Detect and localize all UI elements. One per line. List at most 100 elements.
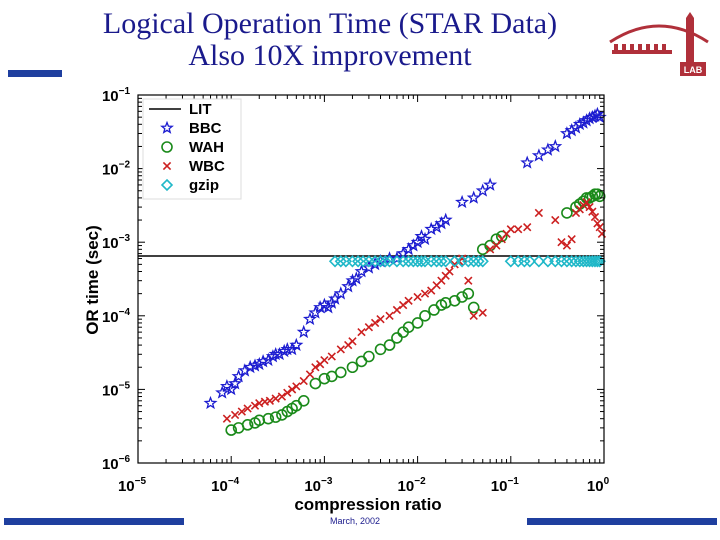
series-wbc-point [595, 223, 604, 232]
series-bbc-point [590, 106, 605, 121]
series-gzip-point [374, 255, 387, 268]
series-bbc-point [341, 279, 356, 293]
series-wah-point [456, 291, 468, 303]
series-gzip-point [583, 255, 596, 268]
series-wbc-point [250, 401, 260, 410]
legend-bbc-swatch [160, 120, 174, 134]
series-wah-point [355, 355, 368, 368]
series-gzip-point [351, 255, 365, 268]
series-wbc-point [445, 267, 454, 276]
series-bbc-point [429, 219, 444, 234]
series-wbc-point [562, 241, 572, 250]
series-gzip-point [532, 255, 545, 268]
series-gzip-point [368, 255, 382, 268]
series-gzip-point [425, 255, 438, 268]
series-wbc-point [413, 292, 422, 302]
series-wbc-point [582, 197, 591, 207]
series-bbc-point [349, 271, 364, 285]
series-wah-point [591, 188, 604, 200]
series-wah-point [383, 339, 396, 351]
series-gzip-point [415, 255, 428, 268]
legend-wah-swatch [161, 141, 173, 153]
series-wbc-point [590, 212, 600, 222]
series-bbc-point [520, 155, 535, 169]
x-tick-label: 10−3 [304, 476, 333, 495]
series-gzip-point [379, 255, 392, 268]
series-wah-point [484, 239, 496, 252]
series-wbc-point [398, 300, 408, 310]
series-bbc-point [256, 354, 271, 368]
y-axis-label: OR time (sec) [83, 225, 102, 335]
series-bbc-point [272, 346, 287, 361]
series-wah-point [561, 207, 573, 219]
series-bbc-point [559, 126, 574, 140]
series-wbc-point [320, 355, 329, 365]
series-gzip-point [523, 255, 536, 268]
y-tick-label: 10−3 [102, 233, 131, 252]
series-bbc-point [438, 212, 453, 227]
series-wbc-point [585, 202, 594, 212]
series-bbc-point [237, 363, 252, 377]
series-bbc-point [203, 395, 218, 410]
y-tick-label: 10−1 [102, 86, 131, 105]
lab-logo-icon: LAB [609, 12, 709, 76]
plot-frame [137, 94, 605, 464]
series-wbc-point [557, 238, 566, 247]
series-gzip-point [439, 255, 452, 268]
x-tick-label: 10−2 [398, 476, 427, 495]
series-gzip-point [518, 255, 531, 268]
legend-wah-label: WAH [189, 139, 224, 156]
series-wbc-point [311, 363, 320, 372]
footer-bar-right [527, 518, 717, 525]
series-wbc-point [222, 414, 232, 423]
series-gzip-point [407, 255, 420, 268]
series-wbc-point [299, 376, 308, 386]
series-bbc-point [248, 358, 262, 372]
series-wah-point [374, 343, 387, 356]
series-gzip-point [565, 255, 578, 268]
series-bbc-point [548, 139, 563, 153]
series-bbc-point [354, 264, 369, 278]
series-wbc-point [243, 404, 252, 413]
series-wbc-point [392, 305, 402, 315]
legend-box [142, 98, 242, 200]
series-wah-point [411, 317, 424, 329]
logo-text: LAB [684, 65, 703, 75]
series-wbc-point [485, 245, 495, 254]
x-tick-label: 10−4 [211, 476, 240, 495]
series-wbc-point [385, 311, 394, 320]
slide-title-line2: Also 10X improvement [188, 39, 472, 72]
series-bbc-point [401, 241, 416, 256]
y-tick-label: 10−5 [102, 380, 131, 399]
series-wah-point [593, 190, 606, 203]
series-wah-point [318, 372, 331, 385]
series-wbc-point [357, 327, 366, 337]
series-bbc-point [564, 123, 579, 137]
series-wbc-point [230, 410, 240, 420]
series-wbc-point [376, 315, 385, 324]
series-wah-point [346, 361, 359, 374]
series-wbc-point [348, 337, 357, 346]
series-wah-point [419, 309, 431, 322]
series-wbc-point [567, 234, 576, 244]
series-bbc-point [410, 234, 425, 249]
series-wbc-point [534, 208, 544, 218]
series-bbc-point [215, 385, 230, 399]
footer-date: March, 2002 [329, 516, 381, 526]
series-bbc-point [483, 177, 498, 191]
series-wah-point [467, 301, 480, 314]
series-wbc-point [305, 370, 315, 379]
series-wbc-point [364, 323, 374, 332]
series-wah-point [269, 411, 282, 423]
series-wbc-point [464, 276, 473, 285]
series-bbc-point [308, 305, 323, 319]
series-wbc-point [420, 289, 430, 298]
series-wbc-point [271, 394, 280, 403]
x-axis-label: compression ratio [294, 495, 441, 514]
series-wbc-point [588, 207, 597, 216]
header-bar-left [8, 70, 62, 77]
series-gzip-point [476, 255, 489, 268]
series-bbc-point [296, 324, 311, 339]
series-wbc-point [523, 223, 532, 232]
series-bbc-point [302, 311, 317, 326]
